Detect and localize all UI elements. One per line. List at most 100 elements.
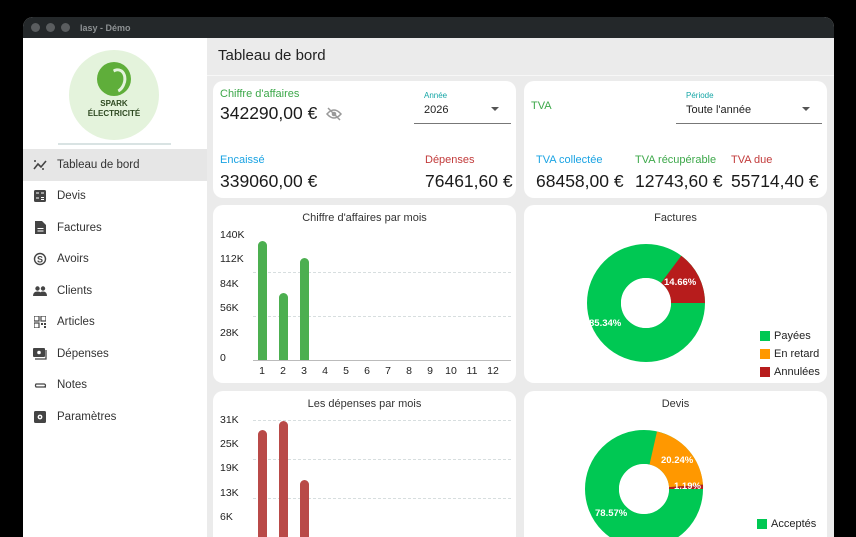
period-select[interactable]: Période Toute l'année <box>676 91 822 124</box>
sidebar-item-credits[interactable]: S Avoirs <box>23 244 207 276</box>
sidebar-item-expenses[interactable]: Dépenses <box>23 338 207 370</box>
sidebar-item-label: Dépenses <box>57 347 109 360</box>
bar-month-2[interactable] <box>279 293 288 360</box>
y-tick: 0 <box>220 352 226 364</box>
x-tick: 7 <box>385 365 391 377</box>
sidebar-item-label: Tableau de bord <box>57 158 140 171</box>
sidebar-item-clients[interactable]: Clients <box>23 275 207 307</box>
legend-label: Annulées <box>774 366 820 378</box>
title-bar: Iasy - Démo <box>23 17 834 38</box>
chart-title: Chiffre d'affaires par mois <box>302 212 427 224</box>
vat-title: TVA <box>531 100 552 112</box>
legend-item-late: En retard <box>760 348 819 360</box>
collected-label: Encaissé <box>220 154 265 166</box>
bar-month-1[interactable] <box>258 430 267 537</box>
x-tick: 4 <box>322 365 328 377</box>
y-tick: 28K <box>220 327 239 339</box>
sidebar-item-label: Paramètres <box>57 410 117 423</box>
sidebar-item-quotes[interactable]: Devis <box>23 181 207 213</box>
x-tick: 10 <box>445 365 457 377</box>
legend-swatch <box>760 331 770 341</box>
invoices-chart-card: Factures 14.66% 85.34% Payées En retard … <box>524 205 827 383</box>
y-tick: 6K <box>220 511 233 523</box>
legend-swatch <box>757 519 767 529</box>
vat-due-label: TVA due <box>731 154 773 166</box>
y-tick: 84K <box>220 278 239 290</box>
quotes-chart-card: Devis 20.24% 1.19% 78.57% Acceptés <box>524 391 827 537</box>
visibility-off-icon[interactable] <box>326 107 342 126</box>
sidebar-item-label: Devis <box>57 190 86 203</box>
bar-month-3[interactable] <box>300 480 309 537</box>
y-tick: 31K <box>220 414 239 426</box>
legend-label: Payées <box>774 330 811 342</box>
minimize-window-button[interactable] <box>46 23 55 32</box>
calculator-icon <box>33 189 47 203</box>
maximize-window-button[interactable] <box>61 23 70 32</box>
slice-label: 78.57% <box>595 508 628 519</box>
revenue-summary-card: Chiffre d'affaires 342290,00 € Année 202… <box>213 81 516 198</box>
sidebar-item-label: Factures <box>57 221 102 234</box>
sidebar-item-dashboard[interactable]: Tableau de bord <box>23 149 207 181</box>
bar-month-2[interactable] <box>279 421 288 537</box>
grid-line <box>253 459 511 460</box>
legend-label: En retard <box>774 348 820 360</box>
y-tick: 13K <box>220 487 239 499</box>
logo-line2: ÉLECTRICITÉ <box>87 109 141 118</box>
bar-month-3[interactable] <box>300 258 309 360</box>
currency-exchange-icon: S <box>33 252 47 266</box>
x-tick: 6 <box>364 365 370 377</box>
y-tick: 140K <box>220 229 245 241</box>
sidebar-item-label: Clients <box>57 284 93 297</box>
legend-swatch <box>760 349 770 359</box>
y-tick: 112K <box>220 253 244 265</box>
grid-line <box>253 316 511 317</box>
year-select-value: 2026 <box>424 104 449 116</box>
chart-title: Factures <box>654 212 697 224</box>
grid-line <box>253 498 511 499</box>
document-icon <box>33 221 47 235</box>
grid-line <box>253 272 511 273</box>
revenue-label: Chiffre d'affaires <box>220 88 300 100</box>
page-title: Tableau de bord <box>218 47 326 64</box>
sidebar-item-articles[interactable]: Articles <box>23 307 207 339</box>
sidebar-nav: Tableau de bord Devis Factures S Avoirs … <box>23 149 207 433</box>
x-axis <box>253 360 511 361</box>
sidebar-item-label: Articles <box>57 316 95 329</box>
vat-collected-value: 68458,00 € <box>536 171 624 191</box>
x-tick: 5 <box>343 365 349 377</box>
people-icon <box>33 284 47 298</box>
y-tick: 56K <box>220 302 239 314</box>
divider <box>58 143 171 145</box>
x-tick: 11 <box>466 365 478 377</box>
spark-logo-icon <box>97 62 131 96</box>
expenses-chart-card: Les dépenses par mois 31K 25K 19K 13K 6K <box>213 391 516 537</box>
main-content: Tableau de bord Chiffre d'affaires 34229… <box>207 38 834 537</box>
slice-label: 85.34% <box>589 318 622 329</box>
slice-label: 1.19% <box>674 481 701 492</box>
vat-card: TVA Période Toute l'année TVA collectée … <box>524 81 827 198</box>
divider <box>207 75 834 76</box>
sidebar-item-invoices[interactable]: Factures <box>23 212 207 244</box>
legend-item-accepted: Acceptés <box>757 518 816 530</box>
sidebar-item-notes[interactable]: Notes <box>23 370 207 402</box>
svg-text:S: S <box>37 255 43 265</box>
invoices-donut-chart[interactable] <box>586 243 706 363</box>
qr-code-icon <box>33 315 47 329</box>
revenue-value: 342290,00 € <box>220 103 318 123</box>
vat-recoverable-label: TVA récupérable <box>635 154 717 166</box>
collected-value: 339060,00 € <box>220 171 318 191</box>
sidebar-item-settings[interactable]: Paramètres <box>23 401 207 433</box>
legend-swatch <box>760 367 770 377</box>
sidebar-item-label: Notes <box>57 379 88 392</box>
x-tick: 8 <box>406 365 412 377</box>
x-tick: 12 <box>487 365 499 377</box>
year-select[interactable]: Année 2026 <box>414 91 511 124</box>
expenses-value: 76461,60 € <box>425 171 513 191</box>
vat-recoverable-value: 12743,60 € <box>635 171 723 191</box>
sidebar: SPARK ÉLECTRICITÉ Tableau de bord Devis … <box>23 38 207 537</box>
revenue-chart-card: Chiffre d'affaires par mois 140K 112K 84… <box>213 205 516 383</box>
close-window-button[interactable] <box>31 23 40 32</box>
vat-due-value: 55714,40 € <box>731 171 819 191</box>
bar-month-1[interactable] <box>258 241 267 360</box>
expenses-label: Dépenses <box>425 154 475 166</box>
